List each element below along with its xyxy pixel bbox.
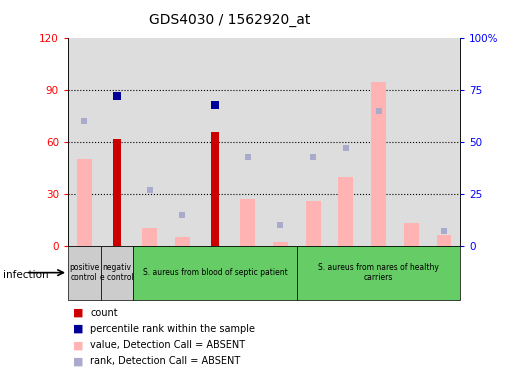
Bar [395,38,428,246]
Bar [264,38,297,246]
Bar [241,199,255,246]
Bar [68,246,100,300]
Bar [273,242,288,246]
Bar [437,235,451,246]
Bar [100,246,133,300]
Text: S. aureus from blood of septic patient: S. aureus from blood of septic patient [143,268,288,277]
Text: percentile rank within the sample: percentile rank within the sample [90,324,255,334]
Bar [306,201,321,246]
Bar [428,38,460,246]
Text: ■: ■ [73,308,84,318]
Bar [199,38,231,246]
Bar [113,139,121,246]
Bar [166,38,199,246]
Bar [404,223,418,246]
Text: GDS4030 / 1562920_at: GDS4030 / 1562920_at [150,13,311,27]
Bar [211,132,219,246]
Bar [371,82,386,246]
Bar [133,246,297,300]
Text: ■: ■ [73,324,84,334]
Text: value, Detection Call = ABSENT: value, Detection Call = ABSENT [90,340,246,350]
Text: S. aureus from nares of healthy
carriers: S. aureus from nares of healthy carriers [318,263,439,282]
Bar [297,246,460,300]
Text: negativ
e control: negativ e control [100,263,134,282]
Bar [362,38,395,246]
Bar [68,38,100,246]
Text: ■: ■ [73,356,84,366]
Bar [142,228,157,246]
Text: rank, Detection Call = ABSENT: rank, Detection Call = ABSENT [90,356,241,366]
Bar [77,159,92,246]
Bar [133,38,166,246]
Bar [338,177,353,246]
Bar [175,237,190,246]
Bar [297,38,329,246]
Bar [329,38,362,246]
Text: ■: ■ [73,340,84,350]
Text: positive
control: positive control [69,263,99,282]
Text: infection: infection [3,270,48,280]
Text: count: count [90,308,118,318]
Bar [231,38,264,246]
Bar [100,38,133,246]
